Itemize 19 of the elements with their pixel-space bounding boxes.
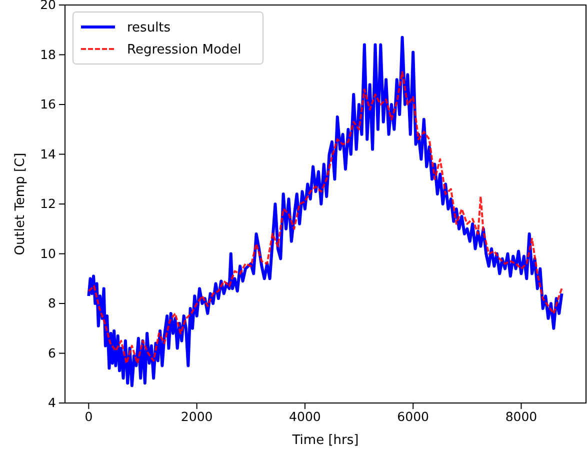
x-tick-label: 8000 bbox=[505, 408, 538, 424]
y-tick-label: 10 bbox=[40, 246, 56, 261]
y-tick-label: 6 bbox=[48, 345, 56, 360]
y-tick-label: 4 bbox=[48, 395, 56, 410]
line-series bbox=[88, 71, 563, 364]
x-axis-title: Time [hrs] bbox=[291, 433, 359, 448]
y-tick-label: 16 bbox=[40, 96, 56, 112]
legend-label: Regression Model bbox=[127, 42, 242, 58]
x-tick-label: 2000 bbox=[180, 408, 213, 424]
y-tick-label: 8 bbox=[48, 296, 56, 310]
x-tick-label: 6000 bbox=[397, 408, 430, 424]
y-tick-label: 12 bbox=[40, 196, 56, 211]
x-tick-label: 0 bbox=[84, 408, 93, 424]
legend-label: results bbox=[127, 20, 171, 36]
y-axis-title: Outlet Temp [C] bbox=[13, 152, 28, 256]
y-tick-label: 20 bbox=[40, 0, 56, 12]
x-tick-label: 4000 bbox=[289, 408, 321, 424]
y-tick-label: 14 bbox=[40, 146, 56, 162]
y-tick-label: 18 bbox=[40, 46, 56, 62]
